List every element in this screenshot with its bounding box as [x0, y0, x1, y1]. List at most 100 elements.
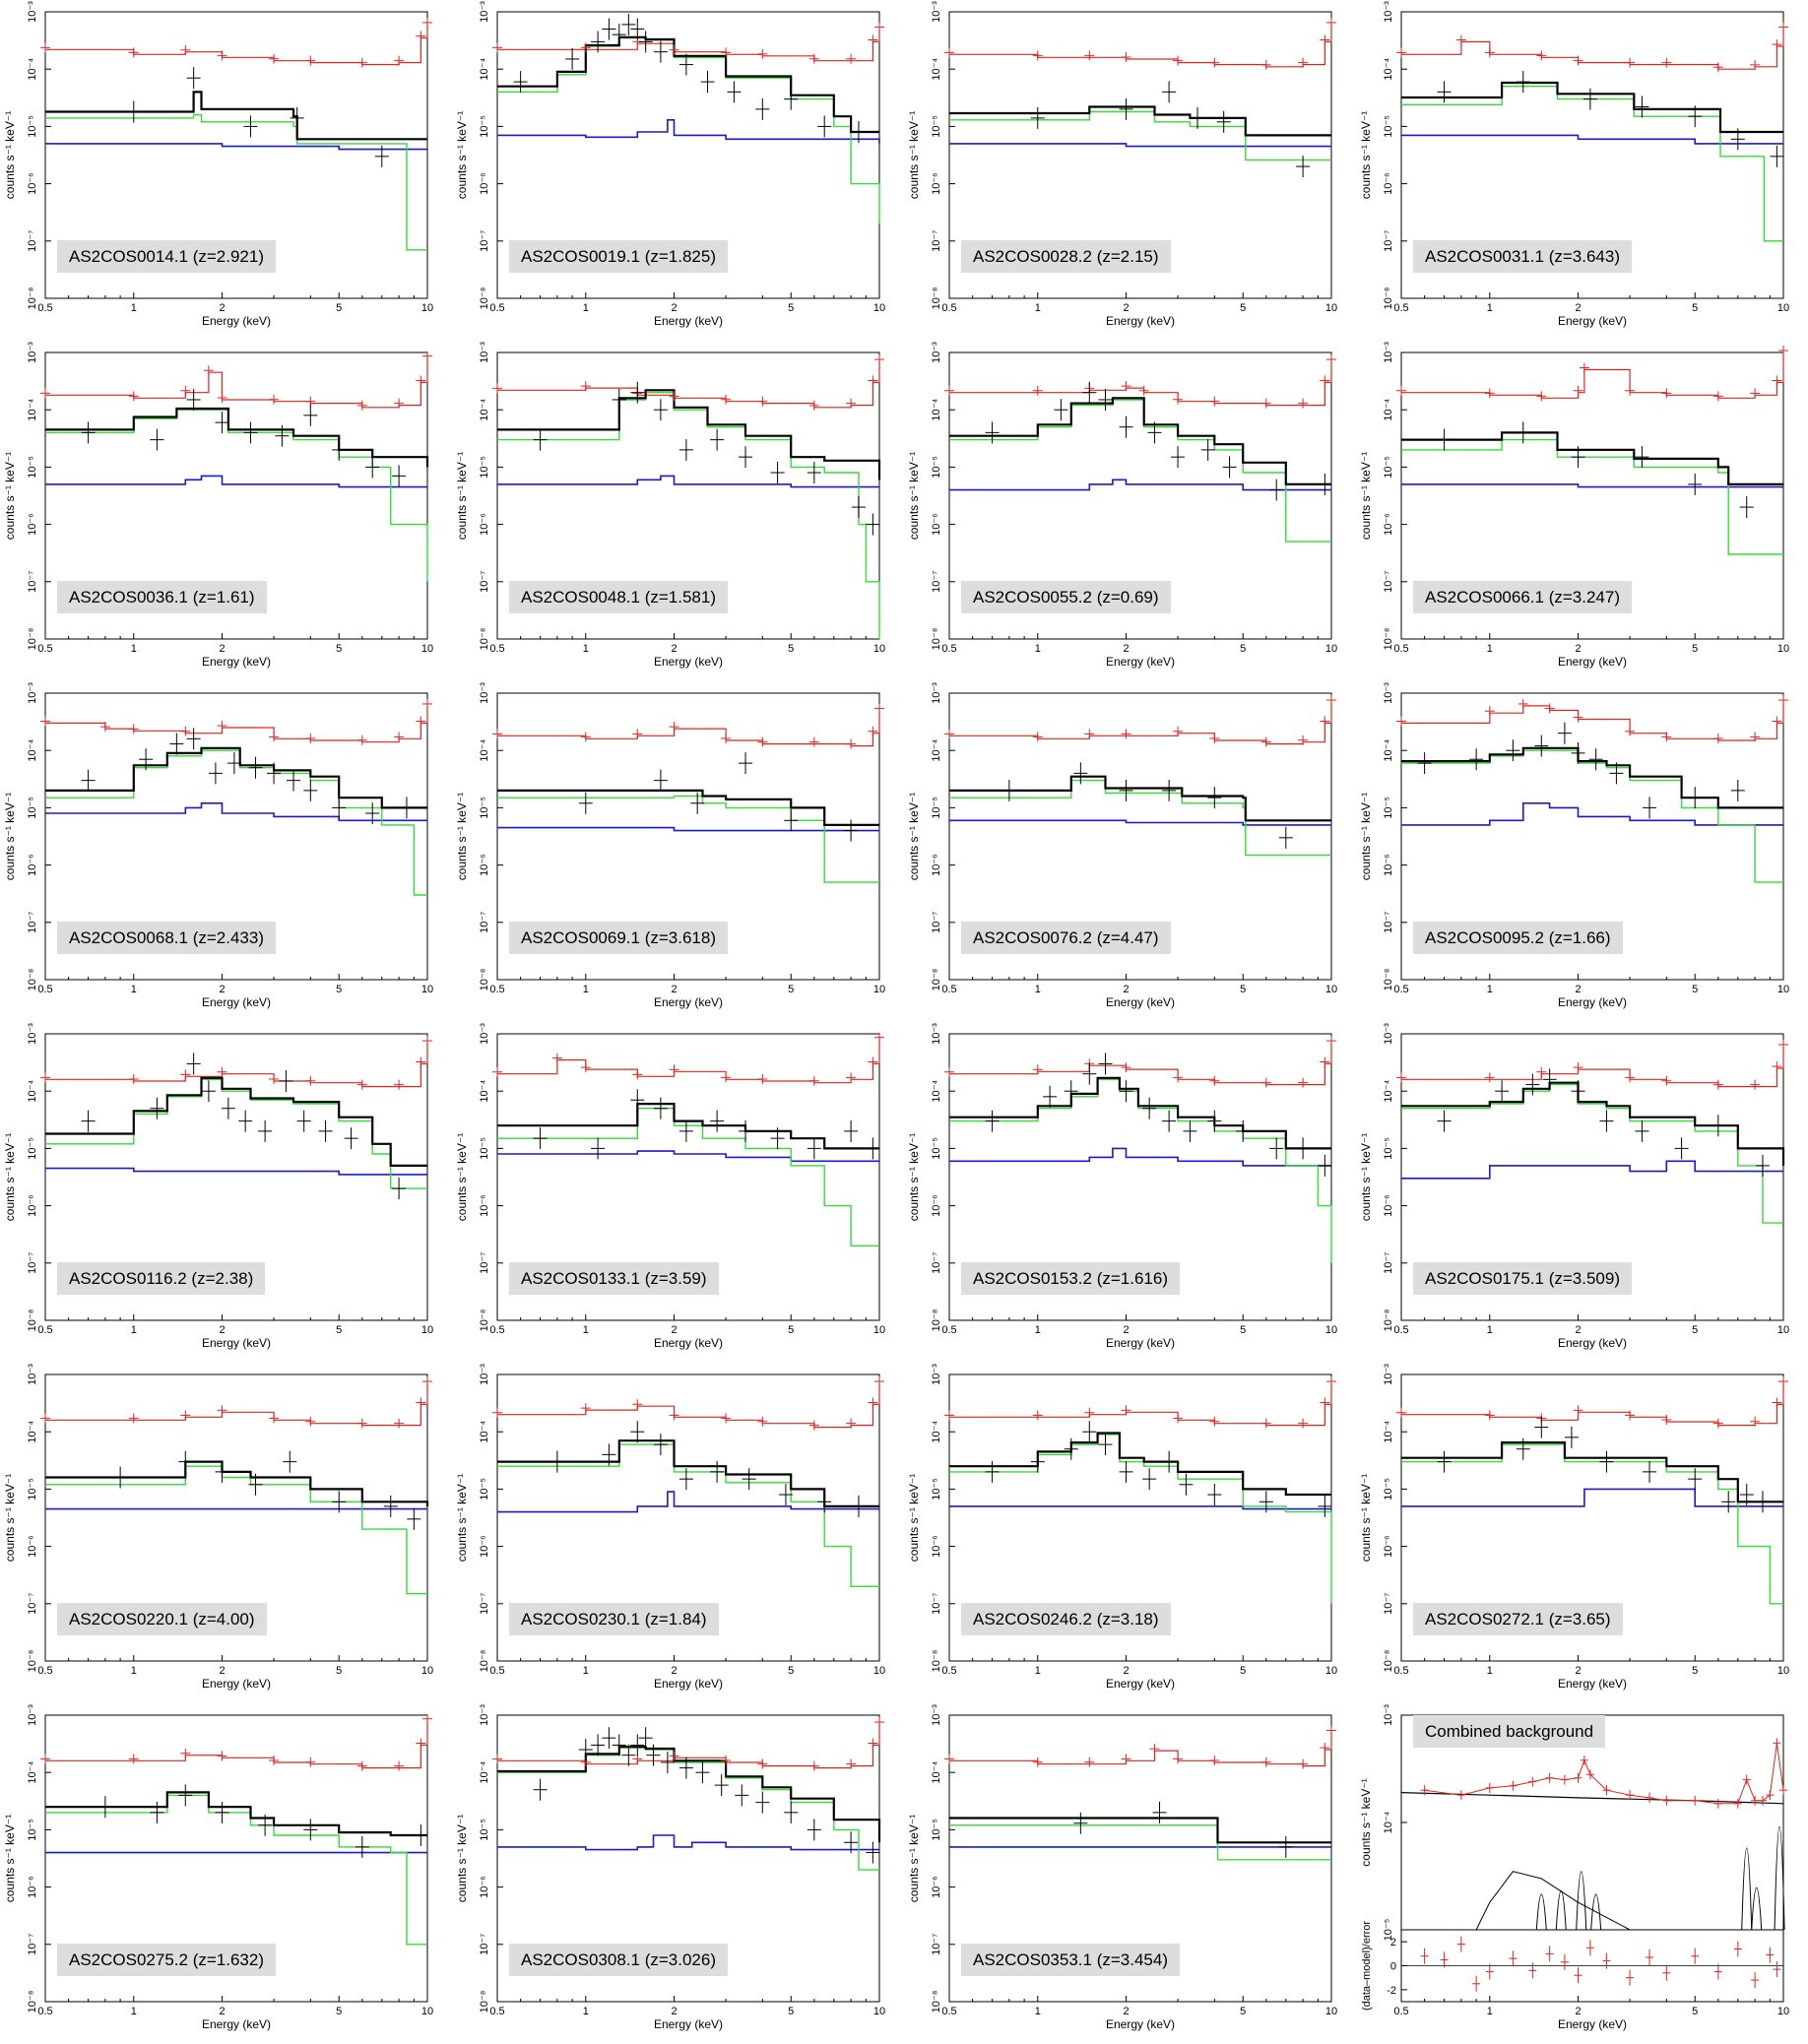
spectrum-chart: 10⁻⁸ 10⁻⁷ 10⁻⁶ 10⁻⁵ 10⁻⁴ 10⁻³ 0.5 1 2 5 10 Energy (…	[907, 342, 1337, 669]
total-model-line	[497, 1103, 879, 1150]
y-tick-label: 10⁻³	[479, 1023, 490, 1045]
y-tick-label: 10⁻⁷	[931, 230, 942, 252]
x-tick-label: 10	[1777, 1665, 1789, 1677]
y-tick-label: 10⁻⁵	[479, 456, 490, 479]
y-tick-label: 10⁻⁴	[479, 1761, 490, 1784]
x-tick-label: 10	[873, 1324, 885, 1336]
y-tick-label: 10⁻⁷	[479, 230, 490, 252]
spectrum-panel: 10⁻⁵ 10⁻⁴ 10⁻³ counts s⁻¹ keV⁻¹ -2 0 2 (data–mo…	[1356, 1703, 1808, 2044]
panel-title: AS2COS0308.1 (z=3.026)	[509, 1944, 728, 1976]
x-tick-label: 0.5	[941, 1324, 956, 1336]
y-tick-label: 10⁻⁴	[931, 1080, 942, 1103]
y-tick-label: 10⁻⁸	[931, 1991, 942, 2013]
x-tick-label: 10	[873, 1665, 885, 1677]
y-tick-label: 10⁻⁵	[1383, 1919, 1394, 1942]
y-tick-label: 10⁻⁷	[27, 912, 38, 933]
x-tick-label: 10	[1325, 984, 1337, 995]
spectrum-panel: 10⁻⁸ 10⁻⁷ 10⁻⁶ 10⁻⁵ 10⁻⁴ 10⁻³ 0.5 1 2 5 10 Energy (…	[1356, 681, 1808, 1022]
panel-title: AS2COS0175.1 (z=3.509)	[1413, 1262, 1632, 1295]
y-tick-label: 10⁻⁵	[931, 115, 942, 138]
source-model-line	[45, 749, 427, 896]
panel-title: AS2COS0133.1 (z=3.59)	[509, 1262, 719, 1295]
y-tick-label: 10⁻³	[479, 342, 490, 363]
x-axis-label: Energy (keV)	[202, 1677, 271, 1691]
background-line	[45, 357, 428, 409]
background-data-line	[1424, 1743, 1784, 1805]
x-tick-label: 0.5	[489, 643, 504, 655]
x-tick-label: 1	[1035, 1324, 1041, 1336]
spectrum-panel: 10⁻⁸ 10⁻⁷ 10⁻⁶ 10⁻⁵ 10⁻⁴ 10⁻³ 0.5 1 2 5 10 Energy (…	[452, 1363, 904, 1703]
x-tick-label: 0.5	[941, 302, 956, 314]
spectrum-chart: 10⁻⁸ 10⁻⁷ 10⁻⁶ 10⁻⁵ 10⁻⁴ 10⁻³ 0.5 1 2 5 10 Energy (…	[3, 1, 433, 328]
x-tick-label: 10	[421, 984, 433, 995]
x-axis-label: Energy (keV)	[654, 655, 723, 669]
total-model-line	[497, 389, 881, 480]
y-axis-label: counts s⁻¹ keV⁻¹	[3, 1815, 17, 1902]
spectrum-panel: 10⁻⁸ 10⁻⁷ 10⁻⁶ 10⁻⁵ 10⁻⁴ 10⁻³ 0.5 1 2 5 10 Energy (…	[904, 341, 1356, 681]
x-tick-label: 1	[583, 984, 589, 995]
x-tick-label: 5	[336, 1324, 342, 1336]
panel-title: AS2COS0230.1 (z=1.84)	[509, 1603, 719, 1635]
y-tick-label: 10⁻³	[27, 682, 38, 704]
x-tick-label: 1	[1487, 302, 1493, 314]
plot-frame	[948, 692, 1332, 981]
x-tick-label: 5	[1240, 2006, 1246, 2017]
x-axis-label: Energy (keV)	[654, 1677, 723, 1691]
y-tick-label: 10⁻⁵	[479, 797, 490, 819]
panel-title: AS2COS0066.1 (z=3.247)	[1413, 581, 1632, 613]
background-line	[497, 1383, 880, 1429]
x-tick-label: 2	[1123, 1665, 1129, 1677]
y-tick-label: 10⁻⁴	[1383, 399, 1394, 421]
y-tick-label: 10⁻⁶	[479, 172, 490, 195]
x-tick-label: 0.5	[1393, 984, 1408, 995]
panel-title: AS2COS0028.2 (z=2.15)	[961, 240, 1171, 273]
y-tick-label: 10⁻⁴	[1383, 739, 1394, 762]
y-tick-label: 10⁻⁶	[27, 1876, 38, 1898]
x-tick-label: 5	[1692, 984, 1698, 995]
background-line	[1401, 1383, 1784, 1427]
y-tick-label: 10⁻³	[27, 1704, 38, 1726]
y-tick-label: 10⁻⁷	[931, 1252, 942, 1274]
y-tick-label: 10⁻⁸	[1383, 1309, 1394, 1332]
y-axis-label: counts s⁻¹ keV⁻¹	[1359, 793, 1373, 880]
x-axis-label: Energy (keV)	[1106, 1677, 1175, 1691]
x-axis-label: Energy (keV)	[202, 2017, 271, 2031]
background-model-line	[45, 475, 427, 488]
spectrum-chart: 10⁻⁸ 10⁻⁷ 10⁻⁶ 10⁻⁵ 10⁻⁴ 10⁻³ 0.5 1 2 5 10 Energy (…	[455, 342, 885, 669]
x-tick-label: 2	[671, 2006, 677, 2017]
x-tick-label: 5	[1240, 302, 1246, 314]
source-model-line	[497, 795, 879, 883]
background-line	[1401, 702, 1784, 741]
source-model-line	[45, 1465, 427, 1595]
x-tick-label: 0.5	[37, 984, 52, 995]
spectrum-chart: 10⁻⁸ 10⁻⁷ 10⁻⁶ 10⁻⁵ 10⁻⁴ 10⁻³ 0.5 1 2 5 10 Energy (…	[3, 682, 433, 1009]
panel-title: AS2COS0076.2 (z=4.47)	[961, 922, 1171, 954]
background-model-line	[949, 1505, 1331, 1510]
x-axis-label: Energy (keV)	[1106, 314, 1175, 328]
x-tick-label: 2	[219, 1665, 225, 1677]
y-tick-label: 10⁻⁵	[479, 1819, 490, 1841]
y-axis-label: counts s⁻¹ keV⁻¹	[3, 793, 17, 880]
x-tick-label: 2	[671, 984, 677, 995]
x-tick-label: 0.5	[1393, 2006, 1408, 2017]
x-tick-label: 10	[1325, 2006, 1337, 2017]
y-tick-label: 10⁻⁶	[931, 854, 942, 876]
spectrum-chart: 10⁻⁸ 10⁻⁷ 10⁻⁶ 10⁻⁵ 10⁻⁴ 10⁻³ 0.5 1 2 5 10 Energy (…	[907, 1364, 1337, 1691]
plot-frame	[496, 1033, 880, 1321]
background-line	[1401, 352, 1784, 399]
background-line	[1401, 29, 1784, 70]
x-tick-label: 1	[1035, 984, 1041, 995]
y-tick-label: 10⁻⁶	[1383, 1535, 1394, 1558]
y-tick-label: 10⁻⁸	[27, 1309, 38, 1332]
x-tick-label: 0.5	[489, 984, 504, 995]
y-tick-label: 10⁻⁸	[1383, 1650, 1394, 1673]
x-tick-label: 1	[1035, 643, 1041, 655]
y-tick-label: 10⁻⁷	[1383, 1593, 1394, 1615]
total-model-line	[1401, 431, 1783, 485]
x-tick-label: 1	[131, 1324, 137, 1336]
plot-frame	[44, 1714, 428, 2003]
x-tick-label: 2	[219, 1324, 225, 1336]
y-tick-label: 10⁻³	[479, 1364, 490, 1385]
line-component	[1590, 1893, 1602, 1931]
y-tick-label: 10⁻⁵	[1383, 1478, 1394, 1501]
